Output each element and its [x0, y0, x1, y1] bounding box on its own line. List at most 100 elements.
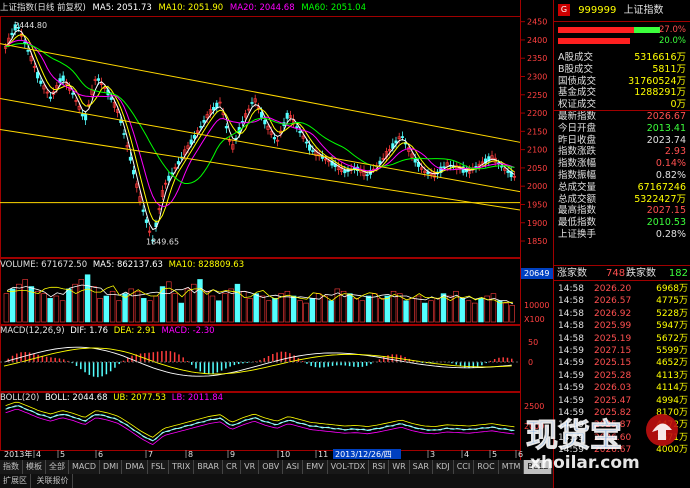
ma20-line — [5, 39, 515, 207]
indicator-tab[interactable]: DMA — [122, 460, 148, 474]
volume-bar — [484, 295, 490, 323]
tick-row[interactable]: 14:59 2027.15 5599万 — [558, 345, 688, 357]
candle-body — [423, 170, 427, 173]
candle-body — [388, 149, 392, 152]
candle-body — [164, 182, 168, 185]
candle-body — [503, 167, 507, 171]
volume-bar — [353, 298, 359, 323]
candle-body — [285, 112, 289, 119]
candle-body — [151, 239, 155, 242]
indicator-tab[interactable]: KDJ — [433, 460, 454, 474]
ma5-line — [5, 29, 515, 231]
tick-price: 2025.47 — [594, 395, 632, 406]
month-label: 2013年 — [4, 449, 32, 459]
indicator-tab[interactable]: EMV — [303, 460, 328, 474]
indicator-tab[interactable]: VOL-TDX — [328, 460, 370, 474]
candle-body — [55, 85, 59, 89]
high-annotation: 2444.80 — [14, 21, 47, 30]
tick-row[interactable]: 14:58 2025.19 5672万 — [558, 333, 688, 345]
indicator-tab[interactable]: OBV — [259, 460, 284, 474]
indicator-tab[interactable]: TRIX — [169, 460, 195, 474]
tick-volume: 5599万 — [656, 346, 688, 356]
quote-field-row: 基金成交 1288291万 — [558, 87, 686, 99]
tick-row[interactable]: 14:58 2026.20 6968万 — [558, 283, 688, 295]
ratio-bar-red-2 — [558, 38, 630, 44]
volume-bar — [197, 279, 203, 323]
volume-bar — [203, 290, 209, 323]
candle-body — [71, 92, 75, 95]
candle-body — [74, 100, 78, 102]
indicator-tab[interactable]: CR — [223, 460, 242, 474]
tick-row[interactable]: 14:58 2026.57 4775万 — [558, 295, 688, 307]
tick-row[interactable]: 14:59 2025.15 4652万 — [558, 357, 688, 369]
tick-row[interactable]: 14:58 2026.92 5228万 — [558, 308, 688, 320]
volume-bar — [440, 293, 447, 323]
indicator-tab[interactable]: 指数 — [0, 460, 23, 474]
quote-field-row: 指数涨幅 0.14% — [558, 158, 686, 170]
indicator-tab[interactable]: RSI — [369, 460, 390, 474]
candle-body — [160, 190, 164, 197]
candle-body — [167, 175, 171, 181]
indicator-tab[interactable]: FSL — [148, 460, 169, 474]
indicator-tab[interactable]: MTM — [499, 460, 525, 474]
boll-axis-label: 2500 — [524, 402, 544, 411]
ma10-line — [5, 34, 515, 223]
quote-field-value: 0.82% — [655, 170, 686, 181]
tick-row[interactable]: 14:59 2026.03 4114万 — [558, 382, 688, 394]
indicator-tab[interactable]: WR — [389, 460, 410, 474]
quote-field-value: 1288291万 — [634, 87, 686, 99]
footer-extend[interactable]: 扩展区 — [0, 474, 31, 488]
indicator-tab[interactable]: DMI — [100, 460, 123, 474]
candle-body — [122, 133, 126, 135]
boll-axis-label: 2000 — [524, 422, 544, 431]
candle-body — [512, 175, 516, 178]
candle-body — [208, 109, 212, 115]
indicator-tab[interactable]: BOLL — [524, 460, 552, 474]
indicator-tab[interactable]: BRAR — [194, 460, 224, 474]
macd-label: MACD(12,26,9) — [0, 326, 65, 336]
tick-row[interactable]: 14:59 2025.28 4113万 — [558, 370, 688, 382]
indicator-tab[interactable]: ASI — [283, 460, 304, 474]
quote-field-value: 31760524万 — [628, 75, 686, 87]
candle-body — [250, 102, 254, 104]
indicator-tab[interactable]: SAR — [410, 460, 433, 474]
quote-field-value: 5316616万 — [634, 52, 686, 63]
volume-bar — [422, 302, 428, 323]
candle-body — [269, 131, 273, 135]
indicator-tab[interactable]: VR — [241, 460, 260, 474]
candle-body — [141, 209, 145, 212]
indicator-tab[interactable]: MACD — [69, 460, 100, 474]
candle-body — [244, 113, 248, 118]
candle-body — [196, 130, 200, 133]
tick-row[interactable]: 14:59 2025.82 8170万 — [558, 407, 688, 419]
indicator-tab[interactable]: ROC — [474, 460, 499, 474]
boll-title: BOLL(20) BOLL: 2044.68 UB: 2077.53 LB: 2… — [0, 392, 226, 404]
candle-body — [324, 158, 328, 161]
date-cursor-label[interactable]: 2013/12/26/四 — [335, 450, 392, 459]
tick-time: 14:58 — [558, 333, 584, 344]
indicator-tab[interactable]: 全部 — [46, 460, 69, 474]
tick-row[interactable]: 14:58 2025.99 5947万 — [558, 320, 688, 332]
tick-price: 2026.67 — [594, 445, 632, 456]
month-label: 10 — [280, 450, 290, 459]
volume-bar — [222, 293, 228, 323]
candle-body — [247, 108, 251, 111]
volume-bar — [78, 279, 85, 323]
tick-time: 14:59 — [558, 445, 584, 456]
volume-bar — [334, 288, 341, 323]
up-count-label: 涨家数 — [557, 268, 587, 279]
chart-area[interactable]: 2450 2400 2350 2300 2250 2200 2150 2100 2050 2000… — [0, 0, 553, 460]
tick-time: 14:59 — [558, 370, 584, 381]
indicator-tab[interactable]: CCI — [454, 460, 475, 474]
volume-bar — [372, 293, 378, 323]
quote-field-value: 0万 — [670, 99, 686, 111]
candle-body — [16, 26, 20, 29]
footer-related-quotes[interactable]: 关联报价 — [34, 474, 73, 488]
indicator-tab[interactable]: 模板 — [23, 460, 46, 474]
quote-field-value: 2023.74 — [646, 134, 686, 146]
tick-row[interactable]: 14:59 2025.47 4994万 — [558, 395, 688, 407]
candle-body — [378, 160, 382, 165]
candle-body — [84, 113, 88, 121]
tick-row[interactable]: 14:59 2026.67 4000万 — [558, 444, 688, 456]
